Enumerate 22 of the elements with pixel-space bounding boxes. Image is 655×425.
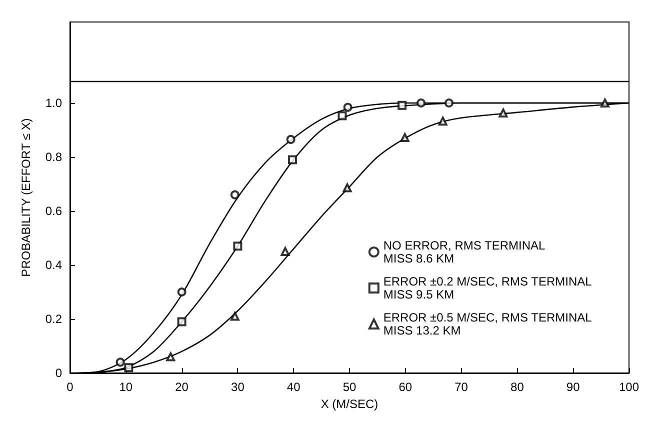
- x-tick-label: 50: [342, 380, 356, 394]
- legend-label: NO ERROR, RMS TERMINAL MISS 8.6 KM: [383, 238, 546, 266]
- x-tick-label: 10: [119, 380, 133, 394]
- x-tick-label: 90: [566, 380, 580, 394]
- x-tick-label: 40: [286, 380, 301, 394]
- legend-label: ERROR ±0.2 M/SEC, RMS TERMINAL MISS 9.5 KM: [383, 274, 592, 302]
- x-tick-label: 0: [66, 380, 74, 394]
- x-axis-title: X (M/SEC): [320, 396, 378, 411]
- y-tick-label: 0.8: [45, 150, 62, 164]
- x-tick-label: 70: [454, 380, 468, 394]
- y-tick-label: 1.0: [45, 96, 62, 110]
- y-tick-label: 0: [55, 366, 62, 380]
- legend-label: ERROR ±0.5 M/SEC, RMS TERMINAL MISS 13.2 KM: [383, 310, 592, 338]
- y-tick-label: 0.2: [45, 312, 62, 326]
- x-tick-label: 60: [398, 380, 412, 394]
- y-axis-title: PROBABILITY (EFFORT ≤ X): [19, 118, 33, 277]
- x-tick-label: 20: [175, 380, 189, 394]
- x-tick-label: 30: [231, 380, 245, 394]
- x-tick-label: 80: [510, 380, 524, 394]
- y-tick-label: 0.4: [45, 258, 62, 272]
- y-tick-label: 0.6: [45, 204, 62, 218]
- x-tick-label: 100: [618, 380, 640, 394]
